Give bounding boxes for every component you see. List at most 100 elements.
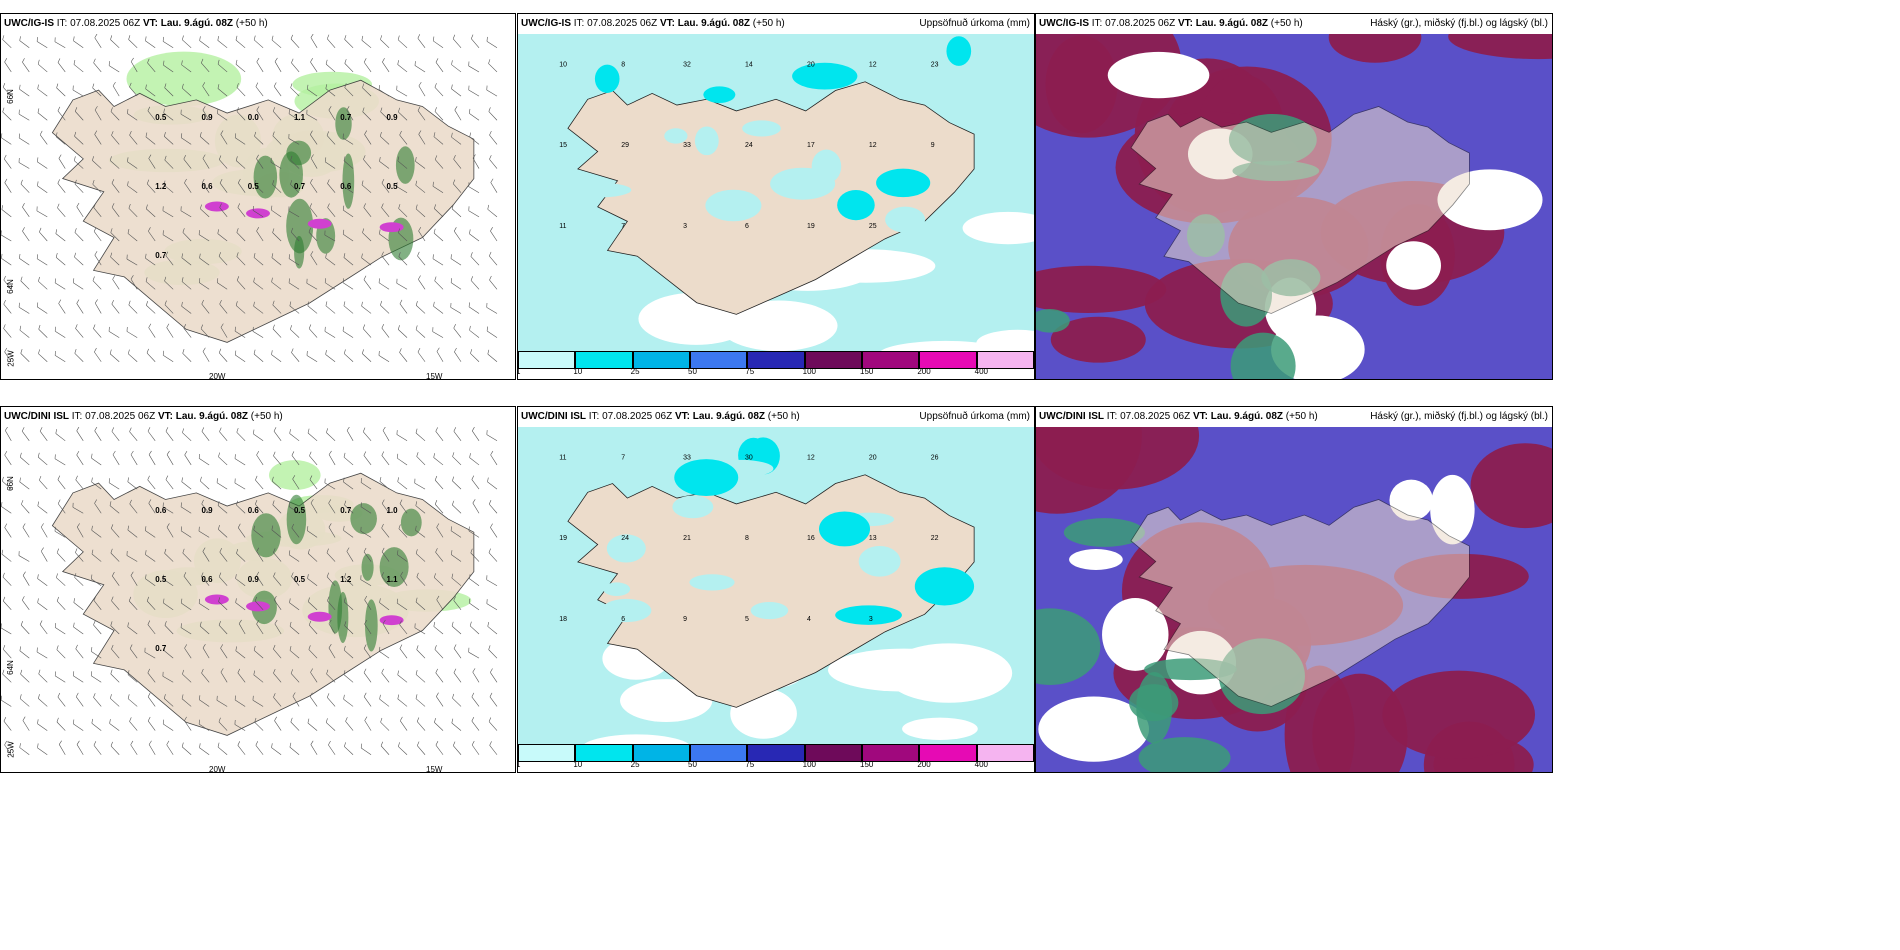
wind-barb xyxy=(256,620,264,635)
panel-header: UWC/IG-IS IT: 07.08.2025 06Z VT: Lau. 9.… xyxy=(1036,14,1552,34)
wind-barb xyxy=(198,230,210,242)
wind-barb xyxy=(415,301,426,314)
wind-barb xyxy=(289,429,300,442)
wind-barb xyxy=(291,451,300,466)
wind-barb xyxy=(436,692,444,707)
wind-barb xyxy=(326,428,336,442)
colorbar-segment xyxy=(804,351,862,369)
wind-barb xyxy=(217,229,228,242)
wind-barb xyxy=(310,499,318,514)
wind-barb xyxy=(310,130,318,145)
wind-barb xyxy=(307,549,318,562)
colorbar-tick: 400 xyxy=(974,760,989,769)
wind-barb xyxy=(490,450,498,466)
wind-barb xyxy=(92,156,102,169)
wind-barb xyxy=(343,645,354,659)
wind-barb xyxy=(216,478,228,490)
wind-barb xyxy=(399,620,408,635)
colorbar-tick: 400 xyxy=(974,367,989,376)
wind-barb xyxy=(76,523,84,538)
colorbar-segment xyxy=(919,744,977,762)
wind-barb xyxy=(417,741,426,755)
wind-barb xyxy=(290,83,300,97)
wind-barb xyxy=(22,523,30,538)
wind-barb xyxy=(289,598,300,611)
precip-value-label: 20 xyxy=(869,454,877,461)
wind-barb xyxy=(217,501,228,514)
wind-barb xyxy=(343,597,354,611)
precip-value-label: 18 xyxy=(559,616,567,623)
precip-value-label: 14 xyxy=(745,61,753,68)
wind-value-label: 1.2 xyxy=(155,182,167,191)
wind-barb xyxy=(346,547,354,562)
wind-barb xyxy=(488,499,498,514)
wind-core xyxy=(342,153,355,209)
wind-barb xyxy=(256,154,264,169)
wind-barb xyxy=(94,130,102,145)
precip-area xyxy=(858,545,901,577)
wind-barb xyxy=(163,180,174,193)
wind-barb xyxy=(290,669,300,683)
wind-barb xyxy=(468,302,480,314)
wind-barb xyxy=(127,525,138,538)
wind-barb xyxy=(291,523,300,538)
panel-header: UWC/DINI ISL IT: 07.08.2025 06Z VT: Lau.… xyxy=(1036,407,1552,427)
wind-barb xyxy=(415,670,426,683)
wind-barb xyxy=(182,669,192,683)
wind-barb xyxy=(1,549,12,562)
wind-barb xyxy=(468,108,480,121)
wind-barb xyxy=(309,475,318,490)
wind-barb xyxy=(94,347,102,362)
wind-barb xyxy=(37,108,48,121)
colorbar-segment xyxy=(518,351,576,369)
wind-barb xyxy=(218,155,228,169)
wind-barb xyxy=(234,350,246,362)
wind-barb xyxy=(399,348,408,362)
wind-barb xyxy=(91,647,102,659)
wind-barb xyxy=(235,156,246,169)
wind-barb xyxy=(487,622,498,635)
wind-barb xyxy=(4,523,12,538)
wind-barb xyxy=(166,523,174,538)
wind-barb xyxy=(415,597,426,611)
wind-barb xyxy=(344,59,354,73)
wind-barb xyxy=(415,525,426,538)
wind-barb xyxy=(254,180,264,193)
wind-barb xyxy=(253,301,264,314)
wind-barb xyxy=(109,349,120,362)
wind-barb xyxy=(397,156,408,169)
precip-area xyxy=(606,534,646,563)
wind-value-label: 0.7 xyxy=(340,506,352,515)
wind-barb xyxy=(91,453,102,466)
wind-barb xyxy=(200,324,210,338)
wind-barb xyxy=(37,452,48,466)
wind-barb xyxy=(472,668,480,683)
wind-barb xyxy=(255,741,264,755)
wind-barb xyxy=(273,548,282,562)
wind-barb xyxy=(91,549,102,562)
wind-barb xyxy=(145,277,156,290)
wind-barb xyxy=(414,623,426,635)
precip-value-label: 7 xyxy=(621,223,625,230)
wind-barb xyxy=(310,251,318,266)
wind-core xyxy=(361,553,374,581)
wind-barb xyxy=(418,81,426,97)
glacier-mark xyxy=(307,611,332,622)
wind-barb xyxy=(3,324,12,338)
precip-value-label: 21 xyxy=(683,535,691,542)
wind-barb xyxy=(309,203,318,218)
wind-barb xyxy=(2,476,12,490)
wind-barb xyxy=(433,301,444,314)
wind-barb xyxy=(450,526,462,538)
precip-area xyxy=(837,189,875,221)
colorbar xyxy=(518,351,1034,369)
wind-barb xyxy=(75,548,84,562)
wind-value-label: 1.1 xyxy=(387,575,399,584)
wind-barb xyxy=(487,477,498,490)
wind-barb xyxy=(37,501,48,514)
precip-value-label: 26 xyxy=(931,454,939,461)
wind-barb xyxy=(490,523,498,538)
wind-barb xyxy=(451,621,462,635)
wind-barb xyxy=(235,646,246,659)
wind-barb xyxy=(381,499,390,514)
